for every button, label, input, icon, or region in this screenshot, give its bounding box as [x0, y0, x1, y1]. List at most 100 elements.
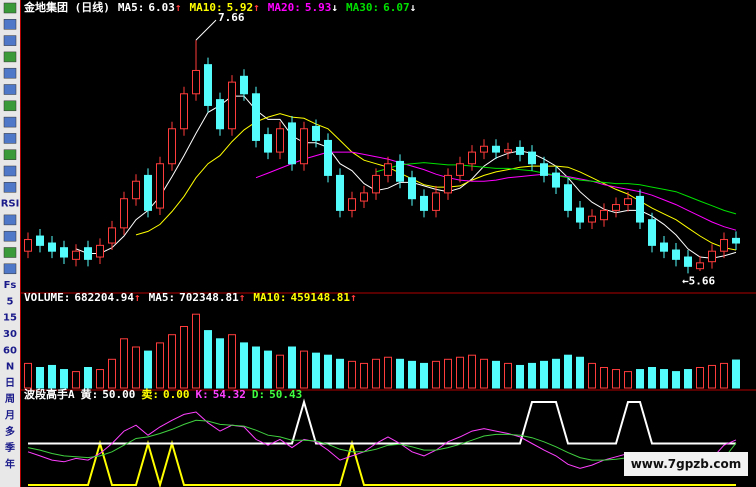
toolbar-label[interactable]: 日	[5, 377, 15, 389]
legend-value: 54.32	[213, 388, 246, 401]
candle-body	[684, 256, 692, 267]
candle-body	[228, 81, 236, 130]
candle-body	[480, 145, 488, 153]
candle-body	[600, 209, 608, 221]
candle-body	[84, 247, 92, 260]
legend-name: 黄:	[81, 387, 99, 401]
candle-body	[204, 64, 212, 106]
toolbar-label[interactable]: 多	[5, 425, 15, 438]
candle-body	[528, 151, 536, 165]
volume-bar	[120, 338, 128, 389]
toolbar-icon	[3, 133, 17, 144]
volume-bar	[588, 362, 596, 389]
legend-value: 5.92	[227, 1, 254, 14]
candle-body	[396, 160, 404, 182]
toolbar-label[interactable]: Fs	[4, 280, 17, 291]
candle-body	[720, 239, 728, 252]
panel-header: 波段高手A 黄: 50.00 卖: 0.00 K: 54.32 D: 50.43	[24, 387, 302, 401]
candle-body	[672, 249, 680, 260]
candle-body	[696, 262, 704, 270]
ma-line	[255, 151, 737, 231]
volume-bar	[468, 354, 476, 389]
candle-body	[72, 250, 80, 260]
candle-body	[612, 204, 620, 211]
volume-bar	[348, 360, 356, 389]
volume-bar	[516, 364, 524, 389]
volume-bar	[372, 358, 380, 389]
candle-body	[108, 227, 116, 244]
annotation-arrow: ←	[682, 274, 689, 287]
volume-bar	[300, 350, 308, 389]
annotation-value: 5.66	[689, 274, 716, 287]
toolbar-icon	[3, 100, 17, 112]
toolbar-label[interactable]: 15	[3, 313, 17, 324]
toolbar-label[interactable]: 季	[4, 441, 16, 454]
toolbar-icon	[3, 214, 17, 226]
legend-value: 702348.81	[179, 291, 239, 304]
indicator-line	[27, 419, 737, 469]
candle-body	[408, 177, 416, 200]
toolbar-label[interactable]: 年	[5, 457, 15, 470]
toolbar-icon	[3, 263, 17, 275]
candle-body	[144, 174, 152, 211]
legend-trend: ↑	[175, 1, 182, 14]
legend-trend: ↓	[410, 1, 417, 14]
legend-trend: ↑	[239, 291, 246, 304]
volume-bar	[624, 371, 632, 389]
legend-trend: ↓	[331, 1, 338, 14]
toolbar-label[interactable]: 月	[4, 410, 15, 422]
toolbar-icon	[3, 19, 17, 30]
candle-body	[324, 139, 332, 176]
legend-name: MA20:	[268, 1, 301, 14]
candle-body	[132, 180, 140, 200]
toolbar-icon	[3, 67, 17, 79]
toolbar-icon	[3, 2, 17, 14]
watermark-box: www.7gpzb.com	[624, 452, 748, 476]
panel-header: 金地集团 (日线) MA5: 6.03↑ MA10: 5.92↑ MA20: 5.93↓ MA…	[23, 0, 416, 14]
volume-bar	[528, 362, 536, 389]
toolbar-icon	[3, 230, 17, 242]
candle-body	[444, 174, 452, 194]
toolbar-icon	[3, 51, 17, 63]
legend-name: D:	[252, 388, 265, 401]
candle-body	[264, 134, 272, 153]
legend-trend: ↑	[350, 291, 357, 304]
candle-body	[708, 250, 716, 263]
toolbar-label[interactable]: RSI	[1, 199, 20, 210]
volume-bar	[228, 334, 236, 389]
candle-body	[168, 128, 176, 165]
volume-bar	[168, 334, 176, 389]
volume-bar	[312, 352, 320, 389]
chart-title: 波段高手A	[24, 387, 75, 401]
legend-name: MA10:	[190, 1, 223, 14]
volume-bar	[708, 364, 716, 389]
candle-body	[588, 215, 596, 223]
panel-header: VOLUME: 682204.94↑ MA5: 702348.81↑ MA10: 4591…	[24, 291, 357, 304]
volume-bar	[456, 356, 464, 389]
toolbar-label[interactable]: 周	[5, 393, 15, 405]
toolbar-icon	[3, 35, 17, 46]
volume-bar	[192, 313, 200, 389]
legend-value: 6.03	[148, 1, 175, 14]
candle-body	[60, 247, 68, 258]
volume-bar	[48, 364, 56, 389]
candle-body	[180, 93, 188, 130]
indicator-line	[28, 398, 736, 445]
volume-bar	[564, 354, 572, 389]
volume-bar	[96, 369, 104, 389]
toolbar-label[interactable]: 30	[3, 329, 17, 340]
toolbar-label[interactable]: N	[6, 362, 14, 373]
volume-bar	[600, 367, 608, 389]
legend-name: MA30:	[346, 1, 379, 14]
volume-bar	[204, 330, 212, 389]
indicator-line	[27, 411, 737, 474]
candle-body	[660, 242, 668, 252]
toolbar-label[interactable]: 60	[3, 345, 17, 356]
toolbar-label[interactable]: 5	[7, 296, 14, 307]
volume-bar	[432, 360, 440, 389]
volume-bar	[420, 362, 428, 389]
legend-value: 50.43	[269, 388, 302, 401]
legend-value: 5.93	[305, 1, 332, 14]
candle-body	[432, 192, 440, 211]
